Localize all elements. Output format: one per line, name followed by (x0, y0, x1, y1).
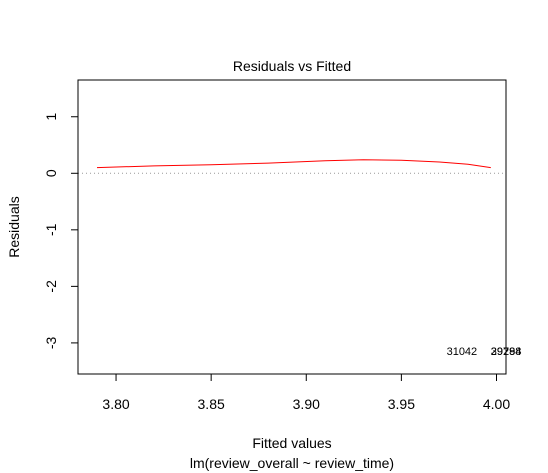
x-tick-label: 3.95 (388, 396, 415, 412)
chart-subtitle: lm(review_overall ~ review_time) (190, 455, 394, 471)
y-tick-label: -2 (43, 280, 59, 293)
x-tick-label: 3.90 (293, 396, 320, 412)
x-axis: 3.80 3.85 3.90 3.95 4.00 (102, 373, 510, 412)
y-tick-label: -1 (43, 223, 59, 236)
point-label: 31042 (447, 346, 478, 358)
plot-frame (77, 79, 507, 375)
x-axis-label: Fitted values (252, 435, 331, 451)
chart-title: Residuals vs Fitted (233, 58, 351, 74)
y-tick-label: 0 (43, 169, 59, 177)
y-axis: -3 -2 -1 0 1 (43, 113, 79, 349)
smooth-line (96, 159, 491, 169)
x-tick-label: 4.00 (483, 396, 510, 412)
y-tick-label: -3 (43, 336, 59, 349)
x-tick-label: 3.85 (198, 396, 225, 412)
x-tick-label: 3.80 (102, 396, 129, 412)
y-axis-label: Residuals (6, 196, 22, 257)
y-tick-label: 1 (43, 113, 59, 121)
